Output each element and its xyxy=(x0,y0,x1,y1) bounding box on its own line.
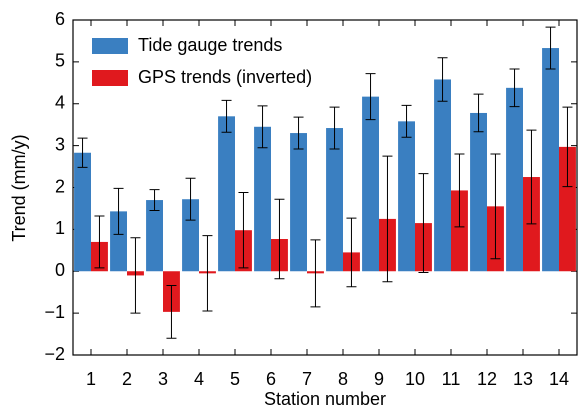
bar xyxy=(506,87,523,272)
x-tick-label: 13 xyxy=(513,369,533,389)
error-bar xyxy=(274,198,285,280)
error-bar xyxy=(382,155,393,283)
y-tick-label: 5 xyxy=(55,51,65,71)
x-tick-label: 10 xyxy=(405,369,425,389)
x-tick-label: 3 xyxy=(158,369,168,389)
plot-frame xyxy=(72,19,578,356)
error-bar xyxy=(166,284,177,339)
y-tick-label: 6 xyxy=(55,9,65,29)
bar xyxy=(434,79,451,272)
x-axis-label: Station number xyxy=(264,389,386,409)
y-tick-label: 1 xyxy=(55,218,65,238)
bar xyxy=(362,96,379,272)
error-bar xyxy=(545,26,556,70)
y-tick-label: 3 xyxy=(55,134,65,154)
legend-label: Tide gauge trends xyxy=(138,35,282,55)
x-tick-label: 2 xyxy=(122,369,132,389)
error-bar xyxy=(130,237,141,314)
error-bar xyxy=(238,192,249,269)
x-tick-label: 4 xyxy=(194,369,204,389)
legend-swatch xyxy=(92,70,128,86)
error-bar xyxy=(526,129,537,225)
bar xyxy=(559,146,576,272)
x-tick-label: 14 xyxy=(549,369,569,389)
bar xyxy=(254,126,271,272)
bar xyxy=(182,199,199,272)
bar xyxy=(326,128,343,272)
bar xyxy=(218,116,235,272)
y-axis-label: Trend (mm/y) xyxy=(9,134,29,241)
y-tick-label: 4 xyxy=(55,93,65,113)
error-bar xyxy=(490,153,501,260)
bar xyxy=(110,211,127,272)
y-tick-label: −1 xyxy=(44,302,65,322)
x-tick-label: 8 xyxy=(338,369,348,389)
y-tick-label: 0 xyxy=(55,260,65,280)
error-bar xyxy=(365,73,376,121)
bar xyxy=(290,133,307,272)
error-bar xyxy=(77,137,88,168)
error-bar xyxy=(202,235,213,312)
error-bar xyxy=(94,215,105,269)
bar xyxy=(74,152,91,272)
x-tick-label: 1 xyxy=(86,369,96,389)
x-tick-label: 5 xyxy=(230,369,240,389)
bar xyxy=(146,200,163,272)
error-bar xyxy=(185,177,196,221)
error-bar xyxy=(473,93,484,133)
error-bar xyxy=(113,187,124,235)
bar xyxy=(398,121,415,272)
error-bar xyxy=(346,217,357,288)
error-bar xyxy=(221,99,232,133)
bar xyxy=(470,112,487,272)
legend-swatch xyxy=(92,38,128,54)
x-tick-label: 11 xyxy=(442,369,461,389)
x-tick-label: 7 xyxy=(302,369,312,389)
error-bar xyxy=(293,116,304,150)
error-bar xyxy=(562,106,573,188)
bar xyxy=(451,190,468,272)
error-bar xyxy=(418,173,429,274)
x-tick-label: 9 xyxy=(374,369,384,389)
x-tick-label: 12 xyxy=(477,369,497,389)
error-bar xyxy=(329,106,340,150)
error-bar xyxy=(149,189,160,212)
error-bar xyxy=(509,68,520,108)
bar xyxy=(542,48,559,272)
error-bar xyxy=(257,105,268,149)
error-bar xyxy=(401,104,412,138)
error-bar xyxy=(310,239,321,308)
legend-label: GPS trends (inverted) xyxy=(138,67,312,87)
x-tick-label: 6 xyxy=(266,369,276,389)
error-bar xyxy=(437,57,448,102)
y-tick-label: 2 xyxy=(55,176,65,196)
y-tick-label: −2 xyxy=(44,344,65,364)
error-bar xyxy=(454,153,465,228)
